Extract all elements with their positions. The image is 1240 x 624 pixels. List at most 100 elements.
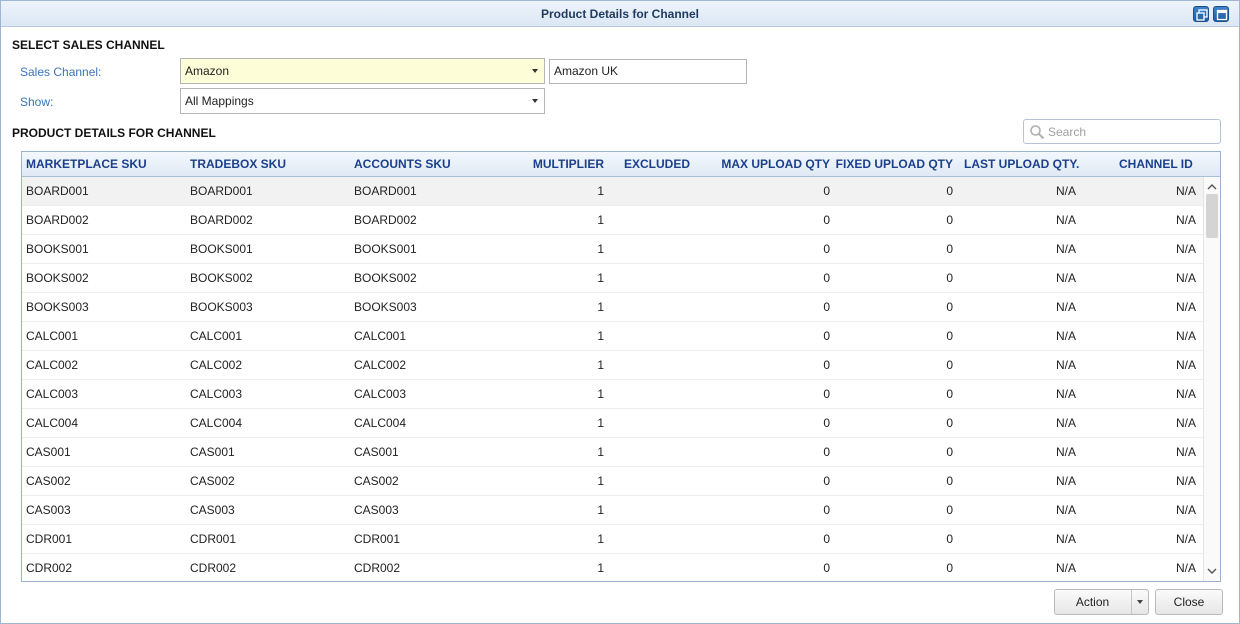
column-header-fixed-upload-qty[interactable]: FIXED UPLOAD QTY <box>835 157 953 171</box>
channel-name-value: Amazon UK <box>554 64 619 78</box>
table-row[interactable]: CAS003 CAS003 CAS003 1 0 0 N/A N/A <box>22 496 1203 525</box>
table-row[interactable]: BOOKS001 BOOKS001 BOOKS001 1 0 0 N/A N/A <box>22 235 1203 264</box>
close-button-label: Close <box>1173 595 1205 609</box>
marketplace-sku-cell: BOARD002 <box>26 213 89 227</box>
fixed-upload-qty-cell: 0 <box>946 184 953 198</box>
channel-id-cell: N/A <box>1175 329 1196 343</box>
fixed-upload-qty-cell: 0 <box>946 213 953 227</box>
marketplace-sku-cell: BOOKS001 <box>26 242 89 256</box>
column-header-max-upload-qty[interactable]: MAX UPLOAD QTY <box>721 157 830 171</box>
accounts-sku-cell: BOOKS003 <box>354 300 417 314</box>
tradebox-sku-cell: CDR001 <box>190 532 237 546</box>
table-row[interactable]: BOOKS002 BOOKS002 BOOKS002 1 0 0 N/A N/A <box>22 264 1203 293</box>
fixed-upload-qty-cell: 0 <box>946 329 953 343</box>
accounts-sku-cell: BOARD002 <box>354 213 417 227</box>
fixed-upload-qty-cell: 0 <box>946 300 953 314</box>
channel-id-cell: N/A <box>1175 358 1196 372</box>
sales-channel-label: Sales Channel: <box>20 65 102 79</box>
multiplier-cell: 1 <box>597 213 604 227</box>
channel-id-cell: N/A <box>1175 184 1196 198</box>
tradebox-sku-cell: CALC003 <box>190 387 243 401</box>
fixed-upload-qty-cell: 0 <box>946 358 953 372</box>
table-row[interactable]: CAS002 CAS002 CAS002 1 0 0 N/A N/A <box>22 467 1203 496</box>
action-dropdown-toggle[interactable] <box>1131 590 1148 614</box>
table-row[interactable]: CDR001 CDR001 CDR001 1 0 0 N/A N/A <box>22 525 1203 554</box>
column-header-excluded[interactable]: EXCLUDED <box>624 157 691 171</box>
max-upload-qty-cell: 0 <box>823 213 830 227</box>
table-row[interactable]: CALC002 CALC002 CALC002 1 0 0 N/A N/A <box>22 351 1203 380</box>
excluded-cell <box>624 554 704 581</box>
max-upload-qty-cell: 0 <box>823 387 830 401</box>
column-header-marketplace-sku[interactable]: MARKETPLACE SKU <box>26 157 147 171</box>
search-box[interactable] <box>1023 119 1221 144</box>
channel-id-cell: N/A <box>1175 561 1196 575</box>
sales-channel-select[interactable]: Amazon <box>180 58 545 84</box>
accounts-sku-cell: BOOKS002 <box>354 271 417 285</box>
last-upload-qty-cell: N/A <box>1055 184 1076 198</box>
multiplier-cell: 1 <box>597 532 604 546</box>
last-upload-qty-cell: N/A <box>1055 300 1076 314</box>
search-input[interactable] <box>1048 123 1216 141</box>
table-row[interactable]: CALC004 CALC004 CALC004 1 0 0 N/A N/A <box>22 409 1203 438</box>
channel-id-cell: N/A <box>1175 271 1196 285</box>
scrollbar-thumb[interactable] <box>1206 194 1218 238</box>
max-upload-qty-cell: 0 <box>823 503 830 517</box>
table-row[interactable]: BOARD002 BOARD002 BOARD002 1 0 0 N/A N/A <box>22 206 1203 235</box>
marketplace-sku-cell: CALC003 <box>26 387 79 401</box>
column-header-tradebox-sku[interactable]: TRADEBOX SKU <box>190 157 287 171</box>
tradebox-sku-cell: CALC001 <box>190 329 243 343</box>
tradebox-sku-cell: CDR002 <box>190 561 237 575</box>
column-header-last-upload-qty[interactable]: LAST UPLOAD QTY. <box>964 157 1080 171</box>
close-button[interactable]: Close <box>1155 589 1223 615</box>
fixed-upload-qty-cell: 0 <box>946 503 953 517</box>
accounts-sku-cell: CDR001 <box>354 532 401 546</box>
accounts-sku-cell: CALC004 <box>354 416 407 430</box>
multiplier-cell: 1 <box>597 474 604 488</box>
max-upload-qty-cell: 0 <box>823 358 830 372</box>
max-upload-qty-cell: 0 <box>823 445 830 459</box>
channel-id-cell: N/A <box>1175 300 1196 314</box>
fixed-upload-qty-cell: 0 <box>946 387 953 401</box>
accounts-sku-cell: CAS002 <box>354 474 399 488</box>
fixed-upload-qty-cell: 0 <box>946 416 953 430</box>
table-row[interactable]: CAS001 CAS001 CAS001 1 0 0 N/A N/A <box>22 438 1203 467</box>
multiplier-cell: 1 <box>597 387 604 401</box>
column-header-accounts-sku[interactable]: ACCOUNTS SKU <box>354 157 451 171</box>
select-sales-channel-heading: SELECT SALES CHANNEL <box>12 38 165 52</box>
product-details-grid: MARKETPLACE SKU TRADEBOX SKU ACCOUNTS SK… <box>21 151 1221 582</box>
channel-id-cell: N/A <box>1175 445 1196 459</box>
table-row[interactable]: CDR002 CDR002 CDR002 1 0 0 N/A N/A <box>22 554 1203 581</box>
channel-name-field[interactable]: Amazon UK <box>549 59 747 84</box>
max-upload-qty-cell: 0 <box>823 329 830 343</box>
scroll-up-icon[interactable] <box>1207 180 1217 194</box>
window-titlebar: Product Details for Channel <box>1 1 1239 27</box>
show-select[interactable]: All Mappings <box>180 88 545 114</box>
column-header-multiplier[interactable]: MULTIPLIER <box>532 157 604 171</box>
channel-id-cell: N/A <box>1175 242 1196 256</box>
tradebox-sku-cell: CALC002 <box>190 358 243 372</box>
scroll-down-icon[interactable] <box>1207 564 1217 578</box>
vertical-scrollbar[interactable] <box>1203 177 1220 581</box>
search-icon <box>1029 124 1045 143</box>
tradebox-sku-cell: CAS003 <box>190 503 235 517</box>
last-upload-qty-cell: N/A <box>1055 561 1076 575</box>
accounts-sku-cell: CAS003 <box>354 503 399 517</box>
max-upload-qty-cell: 0 <box>823 416 830 430</box>
product-details-heading: PRODUCT DETAILS FOR CHANNEL <box>12 126 216 140</box>
table-row[interactable]: CALC001 CALC001 CALC001 1 0 0 N/A N/A <box>22 322 1203 351</box>
multiplier-cell: 1 <box>597 561 604 575</box>
action-button[interactable]: Action <box>1054 589 1149 615</box>
marketplace-sku-cell: BOOKS002 <box>26 271 89 285</box>
column-header-channel-id[interactable]: CHANNEL ID <box>1119 157 1193 171</box>
maximize-window-button[interactable] <box>1213 6 1229 22</box>
excluded-cell <box>624 264 704 292</box>
table-row[interactable]: BOOKS003 BOOKS003 BOOKS003 1 0 0 N/A N/A <box>22 293 1203 322</box>
table-row[interactable]: CALC003 CALC003 CALC003 1 0 0 N/A N/A <box>22 380 1203 409</box>
chevron-down-icon <box>532 69 538 73</box>
marketplace-sku-cell: CAS003 <box>26 503 71 517</box>
last-upload-qty-cell: N/A <box>1055 242 1076 256</box>
restore-window-button[interactable] <box>1193 6 1209 22</box>
table-row[interactable]: BOARD001 BOARD001 BOARD001 1 0 0 N/A N/A <box>22 177 1203 206</box>
marketplace-sku-cell: CDR001 <box>26 532 73 546</box>
tradebox-sku-cell: BOOKS002 <box>190 271 253 285</box>
